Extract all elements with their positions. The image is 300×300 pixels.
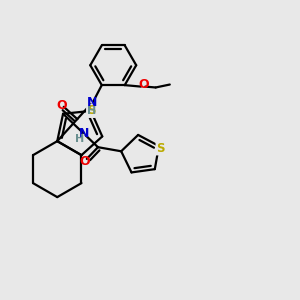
Text: O: O — [80, 154, 90, 167]
Text: S: S — [156, 142, 165, 155]
Text: N: N — [79, 127, 89, 140]
Text: H: H — [75, 134, 84, 144]
Text: H: H — [87, 106, 97, 116]
Text: O: O — [138, 78, 148, 91]
Text: O: O — [57, 99, 67, 112]
Text: S: S — [87, 104, 95, 117]
Text: N: N — [87, 96, 97, 109]
